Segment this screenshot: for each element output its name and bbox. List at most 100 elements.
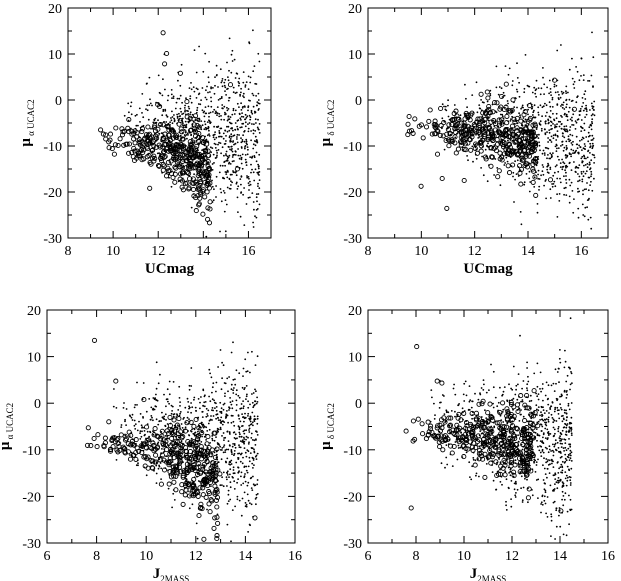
data-point-small xyxy=(223,143,226,145)
data-point-small xyxy=(147,443,150,446)
data-point-small xyxy=(544,491,547,494)
data-point-small xyxy=(232,91,235,94)
data-point-small xyxy=(592,85,594,88)
data-point-small xyxy=(570,416,573,419)
y-tick-label: -30 xyxy=(43,232,62,247)
data-point-small xyxy=(149,102,152,105)
data-point-circle xyxy=(126,150,132,156)
data-point-small xyxy=(191,113,194,116)
data-point-small xyxy=(468,400,471,403)
data-point-small xyxy=(545,424,548,427)
data-point-circle xyxy=(174,134,180,140)
data-point-small xyxy=(248,177,250,180)
data-point-small xyxy=(514,160,516,163)
data-point-small xyxy=(253,415,256,418)
data-point-small xyxy=(565,125,568,127)
data-point-small xyxy=(212,134,215,137)
data-point-small xyxy=(189,454,192,457)
data-point-circle xyxy=(518,181,524,187)
data-point-small xyxy=(203,401,206,404)
data-point-small xyxy=(593,114,596,117)
data-point-small xyxy=(551,106,554,108)
data-point-small xyxy=(573,161,575,163)
data-point-small xyxy=(562,447,565,449)
data-point-small xyxy=(233,153,236,156)
data-point-circle xyxy=(144,154,150,160)
data-point-circle xyxy=(107,131,114,137)
data-point-small xyxy=(578,114,581,116)
data-point-small xyxy=(195,409,197,412)
data-point-circle xyxy=(198,180,204,186)
data-point-small xyxy=(247,148,249,151)
data-point-small xyxy=(223,177,226,180)
data-point-small xyxy=(555,117,558,120)
data-point-small xyxy=(219,426,222,429)
data-point-small xyxy=(235,182,238,185)
data-point-small xyxy=(254,400,257,403)
data-point-small xyxy=(221,85,224,88)
data-point-small xyxy=(229,468,232,471)
data-point-small xyxy=(218,444,221,446)
data-point-circle xyxy=(547,177,554,183)
data-point-small xyxy=(588,161,591,164)
data-point-small xyxy=(141,430,143,433)
data-point-small xyxy=(216,74,218,76)
x-tick-label: 16 xyxy=(574,244,588,259)
data-point-small xyxy=(534,431,537,434)
data-point-small xyxy=(243,438,246,440)
data-point-small xyxy=(500,87,503,90)
data-point-circle xyxy=(134,134,140,140)
data-point-circle xyxy=(133,456,139,462)
data-point-small xyxy=(556,104,559,106)
data-point-small xyxy=(543,184,545,187)
data-point-small xyxy=(447,115,450,118)
data-point-small xyxy=(521,448,524,451)
data-point-small xyxy=(219,164,222,167)
data-point-circle xyxy=(172,179,178,185)
data-point-small xyxy=(184,104,187,107)
data-point-small xyxy=(518,81,520,84)
data-point-small xyxy=(555,84,558,87)
data-point-small xyxy=(556,130,559,133)
data-point-small xyxy=(565,397,568,399)
data-point-small xyxy=(148,76,151,79)
data-point-small xyxy=(160,467,163,470)
data-point-small xyxy=(124,418,126,421)
data-point-small xyxy=(521,387,523,390)
data-point-small xyxy=(536,203,539,205)
data-point-circle xyxy=(190,186,197,193)
data-point-small xyxy=(211,386,214,389)
data-point-small xyxy=(559,525,562,528)
data-point-small xyxy=(464,380,467,383)
data-point-small xyxy=(157,119,159,122)
data-point-circle xyxy=(180,169,186,175)
data-point-small xyxy=(573,80,576,83)
data-point-small xyxy=(212,415,215,417)
data-point-small xyxy=(548,459,551,462)
data-point-small xyxy=(255,83,258,85)
data-point-small xyxy=(512,171,515,174)
data-point-circle xyxy=(124,141,130,147)
data-point-small xyxy=(219,135,222,138)
data-point-small xyxy=(236,196,239,199)
data-point-small xyxy=(226,478,228,481)
data-point-small xyxy=(170,119,173,122)
data-point-small xyxy=(576,70,579,73)
data-point-small xyxy=(556,487,559,490)
data-point-small xyxy=(564,422,566,425)
data-point-small xyxy=(240,175,243,178)
data-point-small xyxy=(232,141,234,143)
data-point-small xyxy=(564,349,566,352)
data-point-small xyxy=(509,120,512,122)
data-point-small xyxy=(228,376,231,378)
data-point-small xyxy=(563,426,566,428)
data-point-small xyxy=(195,97,198,99)
data-point-small xyxy=(221,377,224,380)
data-point-small xyxy=(452,387,455,390)
data-point-small xyxy=(581,180,584,183)
data-point-small xyxy=(148,398,151,400)
data-point-small xyxy=(240,147,243,149)
data-point-small xyxy=(570,422,573,425)
data-point-circle xyxy=(91,435,97,442)
data-point-small xyxy=(211,409,213,411)
